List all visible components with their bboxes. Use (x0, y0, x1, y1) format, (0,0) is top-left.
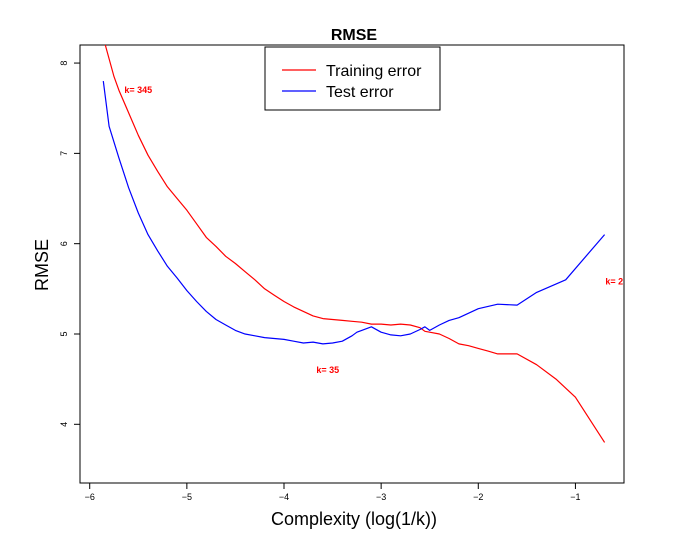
y-tick-label: 8 (59, 61, 69, 66)
legend-box (264, 46, 441, 111)
x-tick-label: −3 (376, 492, 386, 502)
x-tick-label: −1 (570, 492, 580, 502)
legend-label-test: Test error (326, 84, 394, 101)
y-tick-label: 4 (59, 422, 69, 427)
x-tick-label: −4 (279, 492, 289, 502)
test-error-line (102, 81, 606, 345)
y-tick-label: 7 (59, 151, 69, 156)
x-tick-label: −2 (473, 492, 483, 502)
y-tick-label: 6 (59, 241, 69, 246)
x-tick-label: −6 (85, 492, 95, 502)
x-axis: −6 −5 −4 −3 −2 −1 (85, 483, 581, 502)
legend: Training error Test error (264, 46, 441, 111)
k-annotation: k= 35 (316, 365, 339, 375)
legend-label-training: Training error (326, 63, 422, 80)
annotation-layer: k= 345 k= 35 k= 2 (124, 85, 623, 375)
y-axis: 4 5 6 7 8 (59, 61, 80, 427)
k-annotation: k= 2 (605, 277, 623, 287)
chart-title: RMSE (331, 27, 378, 44)
y-axis-title: RMSE (32, 239, 52, 291)
x-axis-title: Complexity (log(1/k)) (271, 509, 437, 529)
series-layer (102, 44, 606, 443)
plot-frame (79, 44, 625, 484)
x-tick-label: −5 (182, 492, 192, 502)
training-error-line (104, 44, 606, 443)
k-annotation: k= 345 (124, 85, 152, 95)
y-tick-label: 5 (59, 331, 69, 336)
